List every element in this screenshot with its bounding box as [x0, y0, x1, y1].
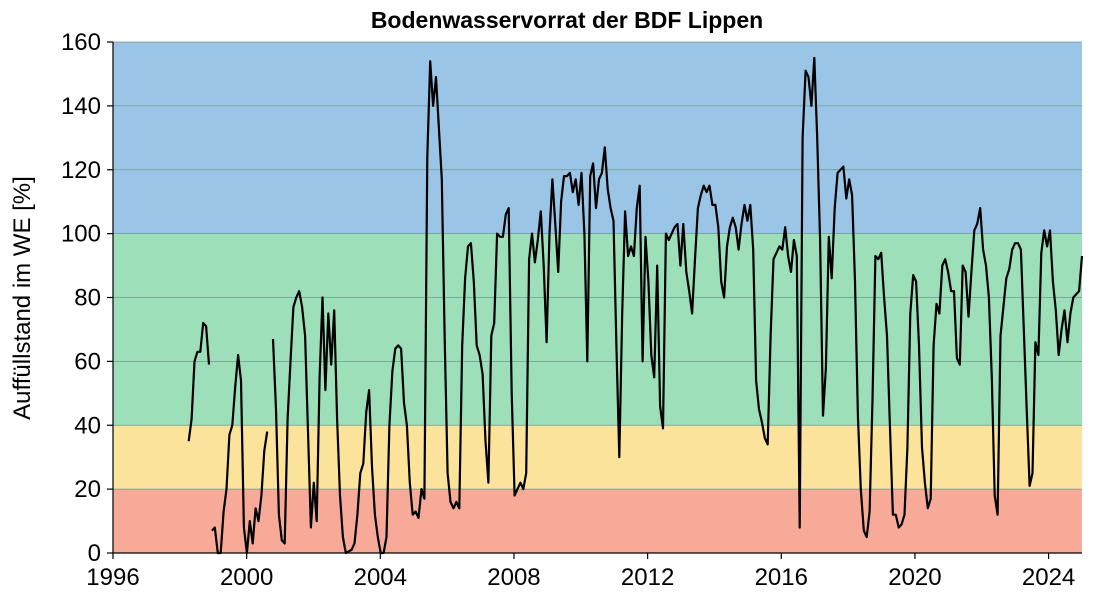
x-tick-label-2024: 2024 — [1022, 564, 1075, 591]
y-axis-label: Auffüllstand im WE [%] — [9, 176, 36, 420]
y-tick-label-140: 140 — [61, 93, 101, 120]
x-tick-label-2012: 2012 — [621, 564, 674, 591]
x-tick-label-2004: 2004 — [354, 564, 407, 591]
y-tick-label-0: 0 — [88, 540, 101, 567]
line-segment-0 — [187, 321, 211, 442]
band-1 — [113, 425, 1082, 490]
chart-title: Bodenwasservorrat der BDF Lippen — [371, 7, 763, 33]
x-tick-label-2000: 2000 — [220, 564, 273, 591]
y-tick-label-80: 80 — [74, 285, 101, 312]
data-line — [187, 56, 1084, 555]
x-tick-labels: 1996 2000 2004 2008 2012 2016 2020 2024 — [86, 553, 1075, 591]
line-segment-2 — [271, 56, 1084, 555]
y-tick-label-120: 120 — [61, 157, 101, 184]
y-tick-label-20: 20 — [74, 476, 101, 503]
band-0 — [113, 489, 1082, 553]
y-tick-label-40: 40 — [74, 412, 101, 439]
x-tick-label-2016: 2016 — [755, 564, 808, 591]
y-tick-label-160: 160 — [61, 29, 101, 56]
x-tick-label-1996: 1996 — [86, 564, 139, 591]
x-tick-label-2008: 2008 — [487, 564, 540, 591]
band-2 — [113, 233, 1082, 426]
y-tick-labels: 0 20 40 60 80 100 120 140 160 — [61, 29, 113, 567]
band-3 — [113, 42, 1082, 234]
x-tick-label-2020: 2020 — [888, 564, 941, 591]
y-tick-label-100: 100 — [61, 221, 101, 248]
line-segment-1 — [211, 353, 269, 555]
y-tick-label-60: 60 — [74, 348, 101, 375]
